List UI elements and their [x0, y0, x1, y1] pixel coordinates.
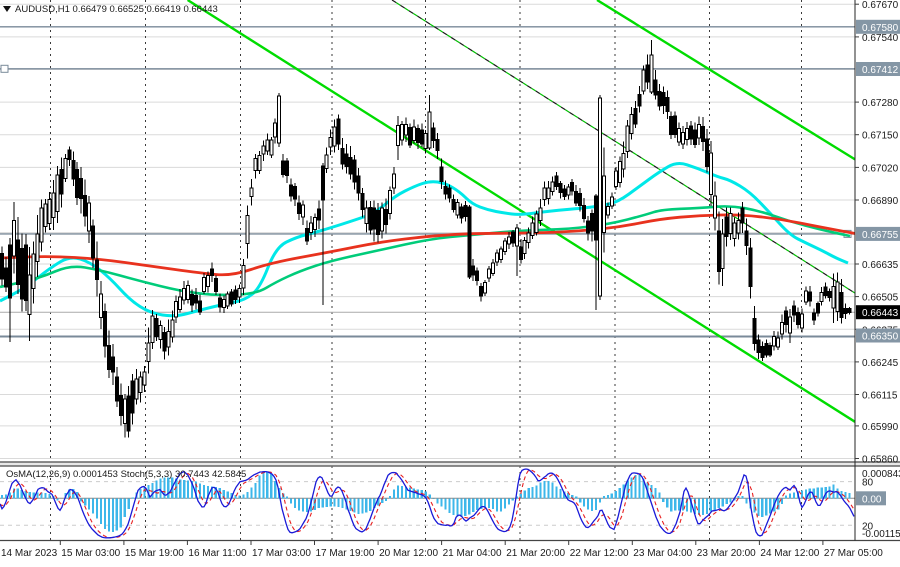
svg-text:0.65860: 0.65860 [862, 455, 899, 466]
svg-text:21 Mar 04:00: 21 Mar 04:00 [443, 548, 502, 559]
svg-text:0.67280: 0.67280 [862, 98, 899, 109]
svg-text:0.66443: 0.66443 [862, 308, 899, 319]
svg-text:15 Mar 19:00: 15 Mar 19:00 [125, 548, 184, 559]
svg-text:0.66350: 0.66350 [862, 332, 899, 343]
svg-text:OsMA(12,26,9) 0.0001453 Stoch: OsMA(12,26,9) 0.0001453 Stoch(5,3,3) 30.… [6, 469, 246, 480]
svg-text:23 Mar 20:00: 23 Mar 20:00 [697, 548, 756, 559]
svg-text:21 Mar 20:00: 21 Mar 20:00 [506, 548, 565, 559]
svg-text:AUDUSD,H1 0.66479 0.66525 0.6: AUDUSD,H1 0.66479 0.66525 0.66419 0.6644… [15, 4, 218, 15]
svg-text:14 Mar 2023: 14 Mar 2023 [1, 548, 58, 559]
svg-text:22 Mar 12:00: 22 Mar 12:00 [570, 548, 629, 559]
svg-text:0.67670: 0.67670 [862, 0, 899, 11]
svg-text:0.67540: 0.67540 [862, 33, 899, 44]
svg-text:0.67580: 0.67580 [862, 23, 899, 34]
svg-text:-0.0011585: -0.0011585 [862, 529, 900, 540]
svg-text:0.67020: 0.67020 [862, 163, 899, 174]
svg-text:0.65990: 0.65990 [862, 422, 899, 433]
svg-text:0.00: 0.00 [862, 494, 882, 505]
svg-text:24 Mar 12:00: 24 Mar 12:00 [760, 548, 819, 559]
svg-text:17 Mar 03:00: 17 Mar 03:00 [252, 548, 311, 559]
svg-text:0.66505: 0.66505 [862, 293, 899, 304]
svg-text:15 Mar 03:00: 15 Mar 03:00 [61, 548, 120, 559]
svg-text:16 Mar 11:00: 16 Mar 11:00 [188, 548, 247, 559]
svg-text:0.66245: 0.66245 [862, 358, 899, 369]
svg-text:0.66115: 0.66115 [862, 391, 898, 402]
svg-text:0.0008435: 0.0008435 [862, 469, 900, 480]
svg-text:0.66890: 0.66890 [862, 196, 899, 207]
svg-text:0.66755: 0.66755 [862, 230, 899, 241]
svg-text:20: 20 [862, 521, 874, 532]
svg-text:23 Mar 04:00: 23 Mar 04:00 [633, 548, 692, 559]
svg-text:0.67150: 0.67150 [862, 131, 899, 142]
svg-text:17 Mar 19:00: 17 Mar 19:00 [316, 548, 375, 559]
svg-text:27 Mar 05:00: 27 Mar 05:00 [824, 548, 883, 559]
svg-text:0.66635: 0.66635 [862, 260, 899, 271]
svg-text:80: 80 [862, 478, 874, 489]
svg-text:0.67412: 0.67412 [862, 65, 899, 76]
svg-text:20 Mar 12:00: 20 Mar 12:00 [379, 548, 438, 559]
